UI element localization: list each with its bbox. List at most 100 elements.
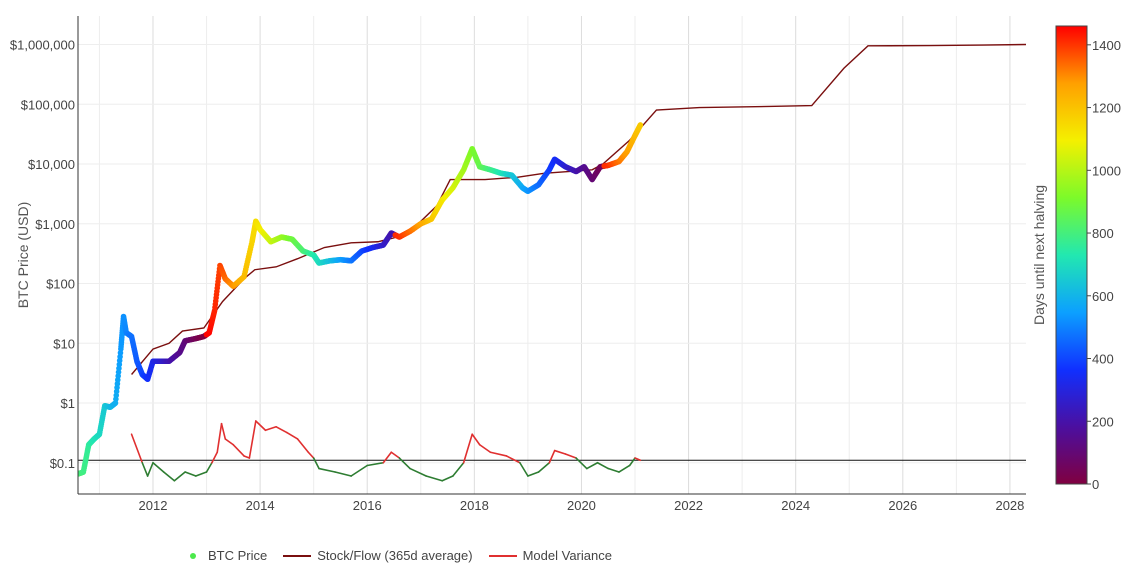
model-variance-segment (441, 475, 454, 482)
btc-price-point (637, 122, 643, 129)
btc-price-point (211, 309, 217, 316)
model-variance-segment (505, 455, 521, 464)
model-variance-segment (462, 433, 473, 464)
model-variance-segment (220, 422, 227, 440)
legend-swatch (190, 552, 196, 559)
legend-item-btc-price[interactable]: BTC Price (186, 548, 267, 563)
model-variance-segment (564, 453, 577, 459)
colorbar-tick-label: 1400 (1092, 38, 1121, 53)
model-variance-segment (152, 461, 165, 473)
model-variance-segment (618, 464, 631, 473)
y-tick-label: $100 (46, 277, 75, 292)
model-variance-segment (548, 449, 556, 464)
legend: BTC Price Stock/Flow (365d average) Mode… (186, 548, 628, 563)
colorbar-tick-label: 0 (1092, 477, 1099, 492)
model-variance-segment (628, 457, 636, 467)
model-variance-segment (318, 467, 336, 473)
model-variance-segment (224, 438, 235, 446)
model-variance-segment (146, 461, 154, 477)
x-tick-label: 2014 (246, 498, 275, 513)
model-variance-segment (553, 449, 567, 455)
y-tick-labels: $0.1 $1 $10 $100 $1,000 $10,000 $100,000 $1,000… (10, 38, 75, 471)
model-variance-segment (173, 471, 186, 482)
model-variance-segment (264, 425, 277, 432)
model-variance-segment (216, 422, 223, 454)
y-tick-label: $1,000 (35, 217, 75, 232)
x-tick-label: 2022 (674, 498, 703, 513)
x-tick-label: 2016 (353, 498, 382, 513)
model-variance-segment (527, 471, 540, 477)
y-tick-label: $0.1 (50, 456, 75, 471)
model-variance-segment (195, 471, 208, 477)
model-variance-segment (489, 451, 508, 457)
legend-item-model-variance[interactable]: Model Variance (488, 548, 612, 563)
colorbar-tick-label: 200 (1092, 414, 1114, 429)
x-tick-label: 2026 (888, 498, 917, 513)
model-variance-segment (243, 455, 251, 459)
model-variance-segment (575, 457, 588, 470)
model-variance-segment (634, 457, 642, 462)
x-tick-label: 2024 (781, 498, 810, 513)
model-variance-segment (275, 425, 288, 434)
model-variance-segment (537, 461, 551, 473)
model-variance-segment (607, 467, 620, 473)
model-variance-segment (211, 451, 219, 464)
y-tick-label: $10,000 (28, 157, 75, 172)
model-variance-segment (471, 433, 481, 446)
colorbar-tick-label: 800 (1092, 226, 1114, 241)
model-variance-segment (409, 467, 427, 477)
model-variance-segment (398, 457, 411, 470)
colorbar-tick-labels: 0 200 400 600 800 1000 1200 1400 (1087, 38, 1121, 492)
model-variance-segment (307, 451, 315, 459)
x-tick-label: 2018 (460, 498, 489, 513)
legend-item-stock-flow[interactable]: Stock/Flow (365d average) (283, 548, 473, 563)
model-variance-segment (255, 420, 267, 432)
btc-price-point (112, 400, 118, 407)
model-variance-segment (596, 461, 610, 470)
legend-swatch (283, 554, 312, 557)
y-tick-label: $1,000,000 (10, 38, 75, 53)
x-tick-label: 2012 (139, 498, 168, 513)
legend-label: Model Variance (522, 548, 612, 563)
model-variance-segment (162, 471, 176, 482)
model-variance-segment (425, 475, 444, 482)
model-variance-segment (232, 443, 245, 457)
model-variance-segment (248, 420, 257, 459)
stock-flow-line (131, 43, 1026, 375)
colorbar-gradient (1055, 25, 1088, 485)
grid-lines (78, 16, 1026, 494)
colorbar: 0 200 400 600 800 1000 1200 1400 Days until nex… (1031, 25, 1121, 492)
model-variance-segment (334, 471, 352, 477)
model-variance-segment (350, 464, 369, 477)
colorbar-tick-label: 1000 (1092, 163, 1121, 178)
model-variance-segment (519, 461, 529, 477)
model-variance-segment (205, 461, 213, 473)
model-variance-segment (286, 431, 299, 440)
model-variance-segment (141, 461, 149, 477)
btc-price-markers (78, 122, 644, 477)
legend-label: Stock/Flow (365d average) (317, 548, 473, 563)
legend-label: BTC Price (208, 548, 268, 563)
y-tick-label: $100,000 (21, 97, 75, 112)
model-variance-segment (382, 451, 393, 464)
axes (77, 16, 1026, 495)
btc-price-point (117, 350, 124, 356)
model-variance-segment (296, 438, 310, 454)
model-variance-segment (312, 457, 320, 470)
y-tick-label: $1 (61, 396, 75, 411)
x-tick-label: 2020 (567, 498, 596, 513)
model-variance-segment (366, 461, 385, 467)
model-variance-segment (130, 433, 144, 464)
model-variance-segment (184, 471, 197, 477)
y-tick-label: $10 (53, 336, 75, 351)
colorbar-tick-label: 1200 (1092, 101, 1121, 116)
model-variance-segment (390, 451, 401, 459)
colorbar-tick-label: 400 (1092, 352, 1114, 367)
model-variance-segment (586, 461, 599, 470)
plot-area (78, 43, 1026, 482)
model-variance-segment (478, 443, 492, 454)
x-tick-labels: 2012 2014 2016 2018 2020 2022 2024 2026 2028 (139, 498, 1025, 513)
legend-swatch (488, 554, 517, 557)
y-axis-title: BTC Price (USD) (15, 202, 31, 309)
